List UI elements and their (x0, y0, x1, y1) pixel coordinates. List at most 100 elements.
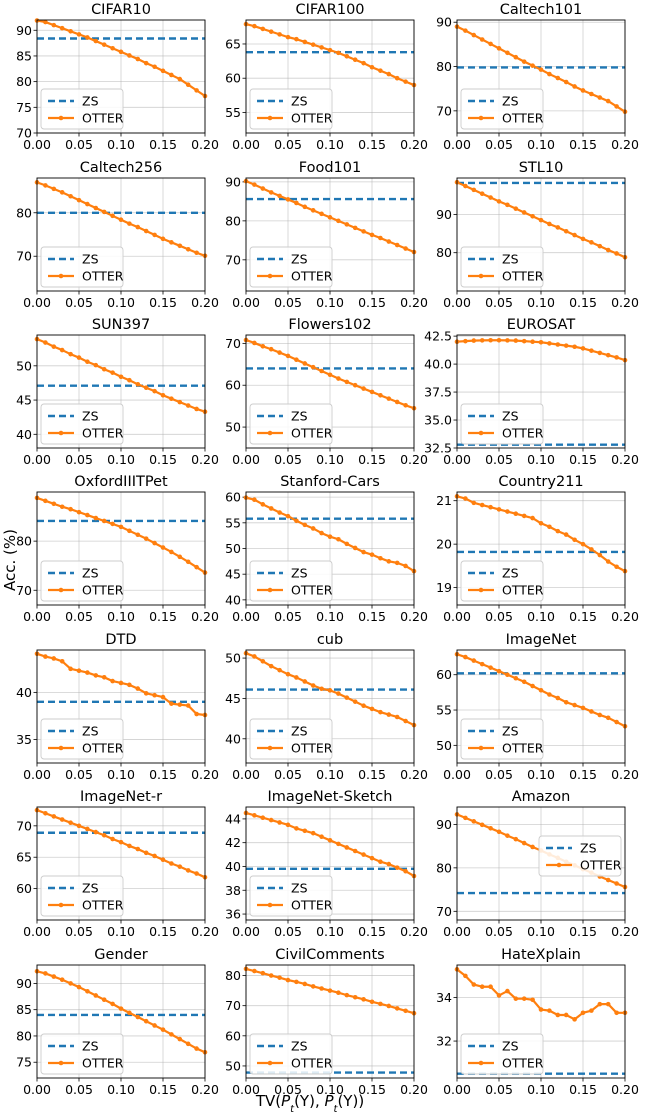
plot-frame (245, 649, 415, 764)
x-tick-label: 0.00 (443, 767, 471, 782)
otter-point (252, 497, 257, 503)
y-tick-label: 60 (225, 1028, 241, 1043)
legend-otter-marker (267, 902, 273, 908)
otter-point (76, 823, 82, 829)
otter-point (127, 682, 132, 688)
y-tick-label: 70 (16, 583, 32, 598)
otter-point (110, 836, 115, 842)
x-tick-label: 0.20 (611, 137, 639, 152)
otter-point (471, 187, 477, 193)
otter-point (580, 541, 586, 547)
otter-point (479, 502, 485, 508)
otter-point (496, 46, 502, 51)
y-tick-label: 20 (436, 537, 452, 552)
otter-point (277, 667, 282, 673)
otter-point (93, 205, 99, 211)
x-tick-label: 0.20 (400, 924, 428, 939)
otter-point (327, 838, 333, 843)
otter-point (160, 68, 166, 74)
y-tick-label: 32.5 (424, 441, 452, 456)
otter-point (169, 396, 174, 401)
otter-point (160, 1027, 166, 1032)
x-tick-label: 0.10 (316, 295, 344, 310)
x-tick-label: 0.10 (316, 767, 344, 782)
otter-point (302, 361, 308, 366)
otter-point (530, 63, 535, 68)
x-tick-label: 0.10 (527, 609, 555, 624)
legend-otter-marker (478, 115, 484, 121)
otter-point (152, 388, 157, 394)
panel-country211: Country211 0.00 0.05 0.10 0.15 0.20 19 20 21 ZS OT… (436, 474, 639, 624)
otter-point (160, 392, 166, 398)
x-tick-label: 0.15 (149, 1082, 177, 1097)
otter-point (463, 815, 468, 821)
otter-point (118, 49, 124, 55)
x-tick-label: 0.05 (274, 1082, 302, 1097)
legend-otter-marker (58, 115, 64, 121)
otter-point (152, 1023, 157, 1028)
otter-point (479, 822, 485, 828)
otter-point (93, 515, 99, 521)
x-axis-title-part: P (281, 1092, 291, 1110)
otter-point (394, 560, 400, 566)
otter-point (513, 836, 519, 842)
x-tick-label: 0.15 (358, 295, 386, 310)
x-tick-label: 0.10 (316, 609, 344, 624)
otter-point (521, 513, 527, 519)
otter-point (185, 703, 191, 708)
otter-point (344, 845, 350, 850)
x-tick-label: 0.00 (443, 1082, 471, 1097)
otter-point (85, 359, 90, 365)
panel-cifar10: CIFAR10 0.00 0.05 0.10 0.15 0.20 70 75 80 85 90 ZS O… (16, 2, 219, 152)
otter-point (589, 547, 594, 552)
panel-gender: Gender 0.00 0.05 0.10 0.15 0.20 75 80 85 90 ZS OTTE… (16, 947, 219, 1097)
legend-otter-label: OTTER (291, 583, 333, 598)
otter-point (505, 50, 510, 56)
x-tick-label: 0.05 (485, 1082, 513, 1097)
otter-point (547, 1008, 552, 1013)
otter-point (76, 197, 82, 203)
otter-point (336, 50, 341, 56)
legend-otter-label: OTTER (82, 1056, 124, 1071)
x-tick-label: 0.15 (149, 924, 177, 939)
otter-point (177, 243, 183, 249)
panel-cifar100: CIFAR100 0.00 0.05 0.10 0.15 0.20 55 60 65 ZS OTTE… (225, 2, 428, 152)
otter-point (101, 675, 107, 680)
otter-point (85, 826, 90, 832)
legend-zs-label: ZS (502, 94, 519, 109)
otter-point (135, 846, 141, 852)
otter-point (336, 218, 341, 224)
otter-point (547, 692, 552, 697)
x-tick-label: 0.00 (23, 137, 51, 152)
y-tick-label: 80 (436, 860, 452, 875)
otter-point (463, 973, 468, 979)
otter-point (310, 984, 316, 989)
otter-point (386, 239, 392, 244)
x-tick-label: 0.20 (400, 452, 428, 467)
otter-point (479, 37, 485, 42)
otter-point (403, 563, 408, 569)
otter-point (572, 344, 577, 350)
x-axis-title-part: t (334, 1104, 339, 1113)
legend-otter-label: OTTER (502, 269, 544, 284)
x-tick-label: 0.05 (274, 924, 302, 939)
x-tick-label: 0.10 (316, 452, 344, 467)
y-tick-label: 90 (436, 15, 452, 30)
otter-point (394, 242, 400, 248)
otter-point (43, 183, 48, 188)
legend: ZS OTTER (249, 403, 333, 445)
otter-point (538, 67, 544, 72)
otter-point (488, 665, 493, 670)
otter-point (277, 193, 282, 199)
otter-point (194, 1046, 199, 1051)
otter-point (521, 679, 527, 685)
plot-frame (456, 491, 626, 606)
x-tick-label: 0.10 (107, 137, 135, 152)
otter-point (59, 977, 65, 983)
otter-point (310, 208, 316, 213)
y-tick-label: 40 (225, 859, 241, 874)
otter-point (127, 53, 132, 58)
otter-point (471, 500, 477, 506)
otter-point (463, 338, 468, 344)
otter-point (68, 29, 73, 34)
